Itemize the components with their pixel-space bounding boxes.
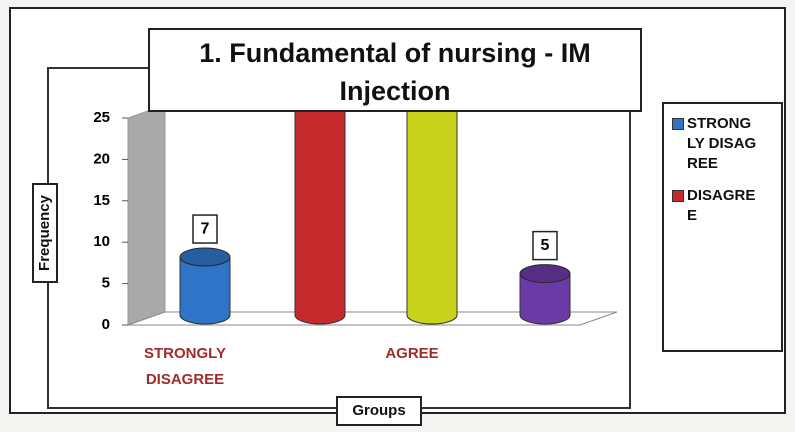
chart-title: 1. Fundamental of nursing - IM Injection: [148, 28, 642, 112]
bar-top: [179, 247, 231, 267]
bar-body: [519, 273, 571, 325]
x-tick-label: STRONGLY DISAGREE: [144, 345, 226, 388]
data-label: 7: [201, 220, 210, 237]
legend-swatch: [672, 190, 684, 202]
y-tick-label: 10: [93, 233, 110, 250]
bar-body: [294, 99, 346, 325]
y-tick-label: 15: [93, 192, 110, 209]
y-axis-label: Frequency: [32, 183, 58, 283]
y-tick-label: 20: [93, 150, 110, 167]
x-axis-label: Groups: [336, 396, 422, 426]
legend-swatch: [672, 118, 684, 130]
data-label: 5: [541, 237, 550, 254]
legend-label: STRONGLY DISAGREE: [687, 115, 757, 172]
legend-item: STRONGLY DISAGREE: [672, 114, 777, 174]
bar: [406, 90, 458, 325]
bar: [294, 90, 346, 325]
bar: [519, 264, 571, 325]
data-label-box: [192, 214, 218, 244]
y-tick-label: 25: [93, 109, 110, 126]
bar: [179, 247, 231, 325]
bar-body: [179, 256, 231, 325]
legend-item: DISAGREE: [672, 186, 777, 226]
legend: STRONGLY DISAGREE DISAGREE: [662, 102, 783, 352]
y-tick-label: 5: [102, 275, 110, 292]
y-tick-label: 0: [102, 316, 110, 333]
bar-body: [406, 99, 458, 325]
floor: [127, 311, 618, 326]
side-wall: [127, 104, 166, 326]
data-label-box: [532, 230, 558, 261]
bar-top: [519, 264, 571, 284]
legend-label: DISAGREE: [687, 187, 756, 224]
x-tick-label: AGREE: [385, 345, 438, 362]
